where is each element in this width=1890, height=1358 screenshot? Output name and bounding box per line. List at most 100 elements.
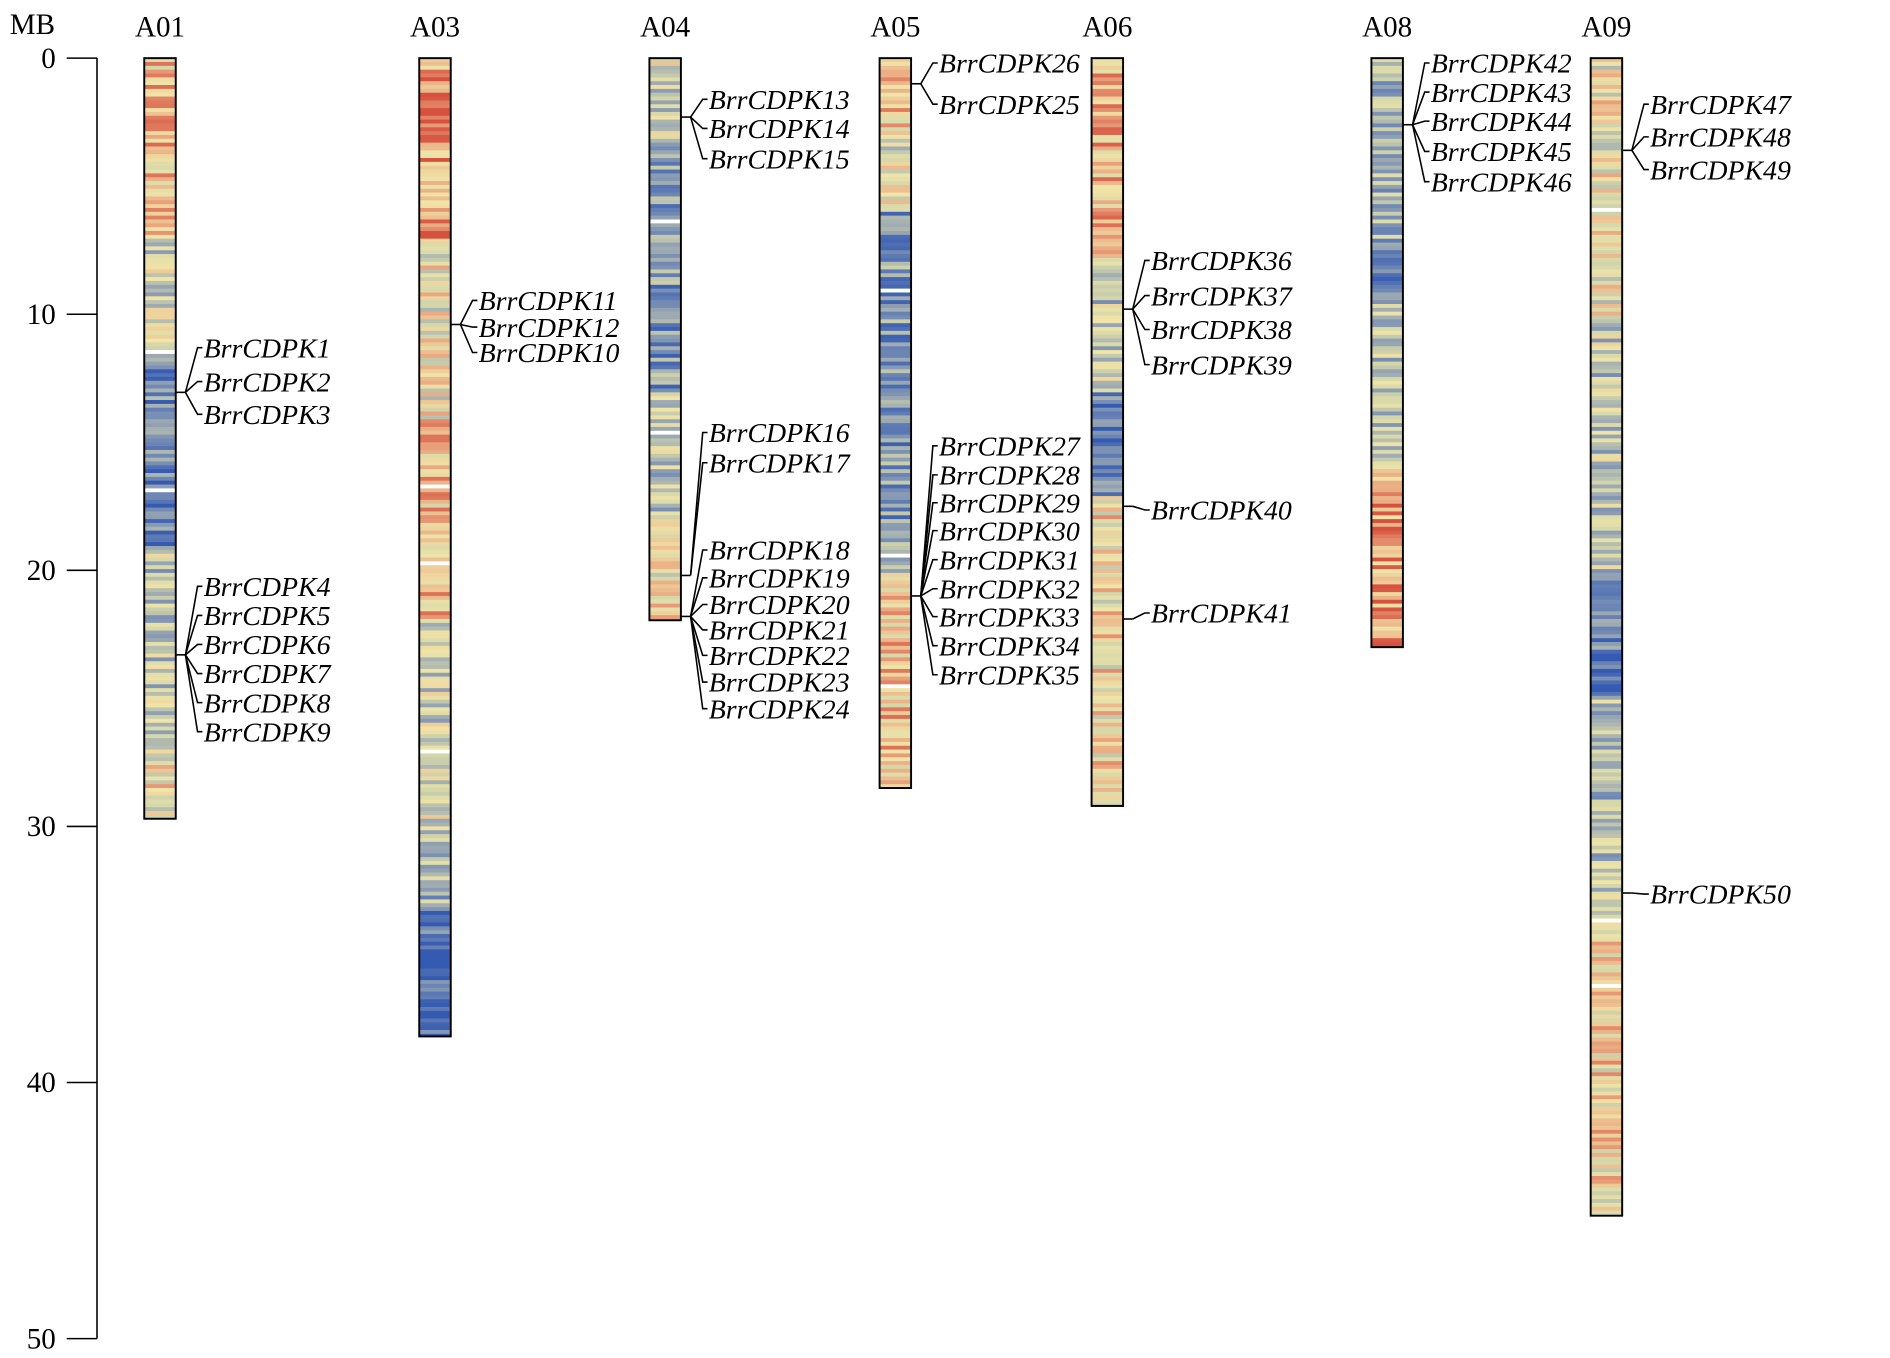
density-band [419, 61, 451, 67]
density-band [419, 914, 451, 920]
gene-connector [1132, 308, 1150, 331]
density-band [1590, 1110, 1623, 1116]
density-band [1590, 1091, 1623, 1096]
gene-label: BrrCDPK11 [479, 286, 618, 317]
density-band [144, 434, 176, 439]
density-band [649, 311, 681, 317]
density-band [144, 726, 176, 731]
density-band [879, 546, 912, 551]
density-band [419, 265, 451, 270]
density-band [1091, 653, 1124, 658]
gene-label: BrrCDPK33 [939, 602, 1080, 633]
density-band [879, 668, 912, 674]
density-band [1590, 69, 1623, 74]
density-band [1091, 146, 1124, 151]
density-band [419, 123, 451, 128]
density-band [879, 469, 912, 474]
density-band [144, 484, 176, 489]
density-band [649, 584, 681, 589]
density-band [1091, 342, 1124, 347]
density-band [1371, 557, 1403, 562]
density-band [419, 242, 451, 247]
density-band [1091, 718, 1124, 724]
density-band [144, 61, 176, 67]
density-band [1371, 376, 1403, 382]
gene-connector [1132, 505, 1150, 511]
density-band [1590, 142, 1623, 147]
density-band [1091, 373, 1124, 378]
density-band [1590, 726, 1623, 731]
density-band [879, 526, 912, 532]
density-band [1590, 1060, 1623, 1066]
gene-label: BrrCDPK16 [709, 418, 850, 449]
density-band [1091, 127, 1124, 132]
density-band [879, 711, 912, 716]
density-band [879, 630, 912, 635]
density-band [879, 657, 912, 662]
density-band [1091, 338, 1124, 343]
gene-label: BrrCDPK26 [939, 49, 1080, 80]
density-band [419, 884, 451, 889]
density-band [879, 265, 912, 270]
density-band [1091, 711, 1124, 716]
density-band [879, 307, 912, 313]
density-band [1590, 1206, 1623, 1212]
density-band [879, 165, 912, 171]
density-band [1091, 415, 1124, 420]
gene-label: BrrCDPK34 [939, 631, 1080, 662]
density-band [1091, 461, 1124, 466]
gene-connector [920, 587, 938, 597]
density-band [649, 88, 681, 94]
density-band [649, 73, 681, 78]
density-band [649, 150, 681, 155]
density-band [1371, 530, 1403, 535]
density-band [419, 100, 451, 105]
density-band [1590, 695, 1623, 701]
density-band [1590, 403, 1623, 409]
density-band [649, 104, 681, 109]
density-band [419, 503, 451, 509]
density-band [1590, 238, 1623, 244]
axis-tick-label: 10 [27, 299, 56, 331]
density-bands [649, 58, 681, 621]
density-band [1590, 1087, 1623, 1092]
density-band [879, 250, 912, 255]
gene-label: BrrCDPK43 [1431, 78, 1572, 109]
density-band [1590, 346, 1623, 351]
density-band [649, 288, 681, 293]
density-band [879, 580, 912, 585]
density-band [1590, 111, 1623, 117]
density-band [419, 88, 451, 94]
density-band [1371, 300, 1403, 305]
density-band [144, 672, 176, 678]
density-band [649, 192, 681, 197]
density-band [1371, 284, 1403, 290]
density-band [1371, 207, 1403, 213]
density-band [144, 814, 176, 820]
density-band [419, 515, 451, 520]
density-band [1590, 642, 1623, 647]
density-band [419, 169, 451, 174]
density-band [879, 511, 912, 516]
density-band [419, 1018, 451, 1023]
density-band [1091, 69, 1124, 74]
density-band [1371, 261, 1403, 267]
density-band [1091, 753, 1124, 758]
density-band [649, 254, 681, 259]
density-band [1590, 595, 1623, 601]
density-band [1590, 991, 1623, 996]
density-band [419, 365, 451, 370]
density-band [1091, 519, 1124, 524]
density-band [879, 726, 912, 731]
density-band [144, 219, 176, 224]
density-band [419, 588, 451, 593]
gene-label: BrrCDPK36 [1151, 246, 1292, 277]
density-band [649, 330, 681, 336]
density-band [1091, 561, 1124, 566]
density-band [1590, 419, 1623, 424]
density-band [1590, 1191, 1623, 1196]
density-band [419, 603, 451, 608]
density-band [419, 369, 451, 374]
density-band [879, 115, 912, 121]
